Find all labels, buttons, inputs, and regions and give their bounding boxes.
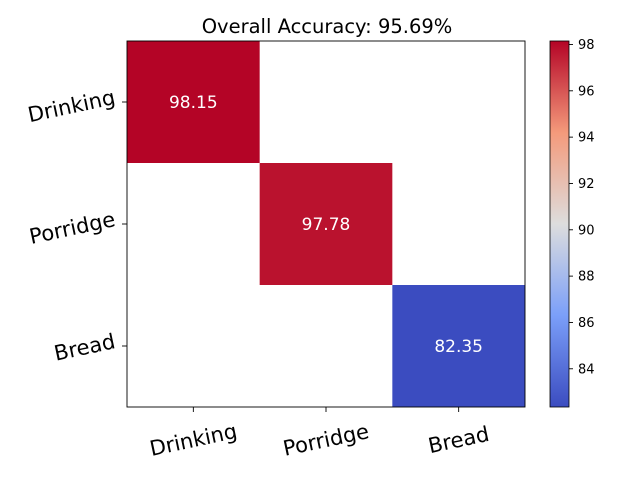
y-tick-label: Porridge xyxy=(27,207,117,249)
heatmap-cell xyxy=(127,41,260,163)
x-tick-label: Drinking xyxy=(148,419,240,461)
colorbar-tick-label: 92 xyxy=(578,177,595,192)
colorbar-tick-label: 90 xyxy=(578,223,595,238)
x-axis-ticks: Drinking Porridge Bread xyxy=(148,407,491,461)
heatmap-cell-labels: 98.15 97.78 82.35 xyxy=(169,93,483,357)
heatmap-cells xyxy=(127,41,525,407)
heatmap-cell xyxy=(392,285,525,407)
colorbar-tick-label: 98 xyxy=(578,38,595,53)
cell-value-label: 97.78 xyxy=(302,215,351,235)
colorbar-ticks: 84 86 88 90 92 94 96 98 xyxy=(569,38,595,377)
x-tick-label: Bread xyxy=(426,422,491,458)
colorbar-tick-label: 94 xyxy=(578,131,595,146)
cell-value-label: 98.15 xyxy=(169,93,218,113)
colorbar xyxy=(549,40,570,408)
cell-value-label: 82.35 xyxy=(434,337,483,357)
colorbar-tick-label: 84 xyxy=(578,362,595,377)
y-axis-ticks: Drinking Porridge Bread xyxy=(26,85,127,366)
y-tick-label: Drinking xyxy=(26,85,118,127)
heatmap-cell xyxy=(259,163,393,285)
y-tick-label: Bread xyxy=(52,329,117,365)
colorbar-tick-label: 96 xyxy=(578,84,595,99)
colorbar-tick-label: 88 xyxy=(578,270,595,285)
x-tick-label: Porridge xyxy=(281,419,371,461)
chart-title: Overall Accuracy: 95.69% xyxy=(202,15,453,38)
colorbar-tick-label: 86 xyxy=(578,316,595,331)
